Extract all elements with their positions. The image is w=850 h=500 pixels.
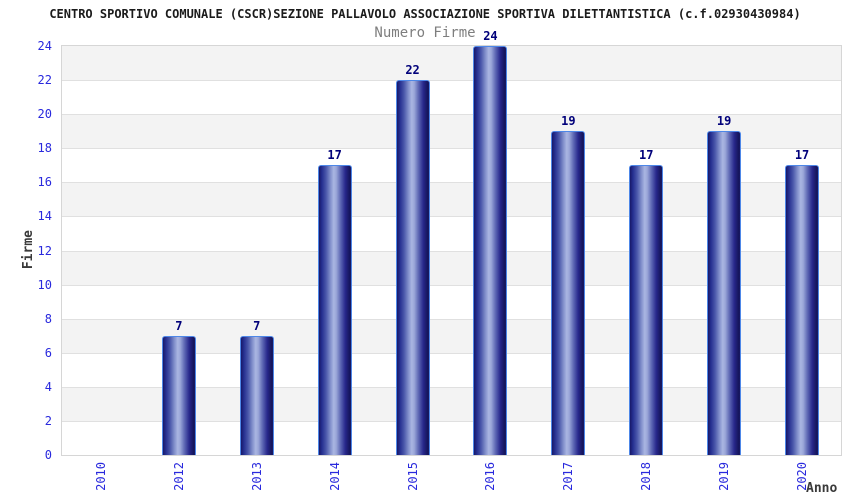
y-tick-label: 16 xyxy=(37,175,52,190)
bar-2014 xyxy=(317,165,352,455)
plot-band xyxy=(62,80,841,115)
plot-band xyxy=(62,46,841,81)
x-tick-label: 2017 xyxy=(561,462,576,491)
gridline xyxy=(62,114,841,116)
gridline xyxy=(62,148,841,150)
x-axis-title: Anno xyxy=(806,481,838,496)
bar-2015 xyxy=(395,80,430,455)
y-tick-label: 12 xyxy=(37,243,52,258)
bar-2019 xyxy=(707,131,742,455)
bar-value-label: 22 xyxy=(405,63,420,78)
gridline xyxy=(62,80,841,82)
bar-2018 xyxy=(629,165,664,455)
y-tick-label: 18 xyxy=(37,141,52,156)
y-tick-label: 10 xyxy=(37,277,52,292)
gridline xyxy=(62,352,841,354)
chart-main-title: CENTRO SPORTIVO COMUNALE (CSCR)SEZIONE P… xyxy=(49,7,801,21)
x-tick-label: 2016 xyxy=(483,462,498,491)
gridline xyxy=(62,284,841,286)
y-tick-label: 8 xyxy=(44,311,52,326)
y-tick-label: 14 xyxy=(37,209,52,224)
bar-value-label: 17 xyxy=(794,148,810,163)
bar-value-label: 7 xyxy=(175,318,183,333)
bar-value-label: 17 xyxy=(639,148,654,163)
gridline xyxy=(62,386,841,388)
x-tick-label: 2010 xyxy=(93,462,108,491)
bar-2012 xyxy=(161,335,196,455)
y-tick-label: 0 xyxy=(44,448,52,462)
x-tick-label: 2012 xyxy=(171,462,186,491)
chart-subtitle: Numero Firme xyxy=(374,25,476,41)
bar-2016 xyxy=(473,46,508,455)
x-tick-label: 2015 xyxy=(405,462,420,491)
x-tick-label: 2018 xyxy=(639,462,654,491)
bar-2013 xyxy=(239,335,274,455)
gridline xyxy=(62,318,841,320)
x-tick-label: 2019 xyxy=(717,462,732,491)
bar-2017 xyxy=(551,131,586,455)
bar-value-label: 24 xyxy=(483,29,498,43)
x-tick-label: 2013 xyxy=(249,462,264,491)
plot-area xyxy=(61,45,842,456)
y-tick-label: 6 xyxy=(44,345,52,360)
y-tick-label: 22 xyxy=(37,73,52,88)
gridline xyxy=(62,250,841,252)
y-tick-label: 20 xyxy=(37,107,52,122)
x-tick-label: 2020 xyxy=(795,462,810,491)
gridline xyxy=(62,182,841,184)
gridline xyxy=(62,216,841,218)
bar-value-label: 7 xyxy=(253,318,261,333)
bar-value-label: 19 xyxy=(561,114,576,129)
y-tick-label: 2 xyxy=(44,413,52,428)
y-tick-label: 4 xyxy=(44,379,52,394)
gridline xyxy=(62,420,841,422)
y-tick-label: 24 xyxy=(37,39,52,53)
x-tick-label: 2014 xyxy=(327,462,342,491)
bar-value-label: 17 xyxy=(327,148,342,163)
bar-value-label: 19 xyxy=(716,114,732,129)
bar-2020 xyxy=(785,165,820,455)
